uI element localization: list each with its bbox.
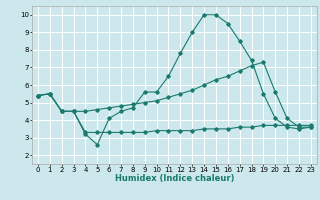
X-axis label: Humidex (Indice chaleur): Humidex (Indice chaleur) xyxy=(115,174,234,183)
